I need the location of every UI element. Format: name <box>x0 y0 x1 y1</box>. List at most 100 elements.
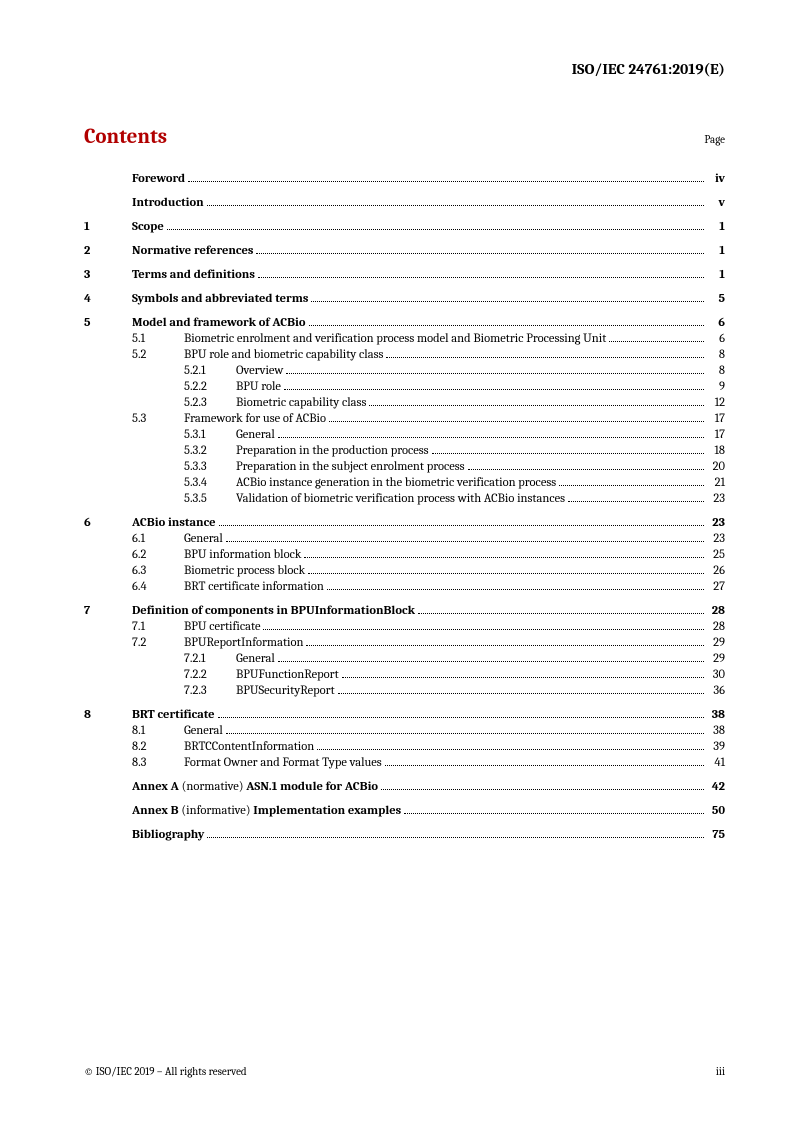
toc-entry-title: Validation of biometric verification pro… <box>236 491 565 507</box>
toc-subsubsection-number: 5.3.4 <box>184 475 236 491</box>
toc-subsection-number: 6.1 <box>132 531 184 547</box>
toc-subsubsection-number: 7.2.1 <box>184 651 236 667</box>
toc-subsection-number: 8.2 <box>132 739 184 755</box>
toc-page-number: v <box>707 195 725 211</box>
toc-leader-dots <box>278 428 704 438</box>
toc-leader-dots <box>207 828 704 838</box>
toc-entry: 8.1General38 <box>84 723 725 739</box>
toc-subsubsection-number: 5.3.2 <box>184 443 236 459</box>
toc-leader-dots <box>385 756 704 766</box>
toc-entry: 5.3.2Preparation in the production proce… <box>84 443 725 459</box>
toc-entry-title: BRT certificate information <box>184 579 324 595</box>
toc-leader-dots <box>329 412 704 422</box>
toc-entry: 8.3Format Owner and Format Type values41 <box>84 755 725 771</box>
contents-header: Contents Page <box>84 125 725 149</box>
toc-entry: 5.3.3Preparation in the subject enrolmen… <box>84 459 725 475</box>
toc-section-number: 5 <box>84 315 132 331</box>
page-container: ISO/IEC 24761:2019(E) Contents Page Fore… <box>0 0 793 1122</box>
toc-entry: 7.2BPUReportInformation29 <box>84 635 725 651</box>
toc-entry-title: General <box>236 427 275 443</box>
toc-subsubsection-number: 5.3.3 <box>184 459 236 475</box>
toc-subsection-number: 6.2 <box>132 547 184 563</box>
toc-entry: Forewordiv <box>84 171 725 187</box>
toc-page-number: 30 <box>707 667 725 683</box>
toc-leader-dots <box>263 620 704 630</box>
toc-entry: 5.2.2BPU role9 <box>84 379 725 395</box>
toc-leader-dots <box>306 636 704 646</box>
toc-leader-dots <box>226 532 704 542</box>
toc-entry: 5.3Framework for use of ACBio 17 <box>84 411 725 427</box>
toc-page-number: 38 <box>707 707 725 723</box>
toc-leader-dots <box>284 380 704 390</box>
toc-page-number: 8 <box>707 363 725 379</box>
toc-page-number: 17 <box>707 411 725 427</box>
toc-entry-title: BPUFunctionReport <box>236 667 339 683</box>
toc-subsubsection-number: 7.2.2 <box>184 667 236 683</box>
toc-leader-dots <box>327 580 704 590</box>
toc-page-number: 28 <box>707 603 725 619</box>
page-footer: © ISO/IEC 2019 – All rights reserved iii <box>84 1065 725 1078</box>
toc-section-number: 6 <box>84 515 132 531</box>
toc-subsection-number: 5.3 <box>132 411 184 427</box>
toc-page-number: 25 <box>707 547 725 563</box>
toc-entry: 6.2BPU information block25 <box>84 547 725 563</box>
toc-entry-title: General <box>236 651 275 667</box>
toc-page-number: 20 <box>707 459 725 475</box>
toc-subsection-number: 6.4 <box>132 579 184 595</box>
toc-page-number: 42 <box>707 779 725 795</box>
toc-subsubsection-number: 5.2.1 <box>184 363 236 379</box>
toc-section-number: 2 <box>84 243 132 259</box>
toc-entry-title: General <box>184 531 223 547</box>
toc-entry: 5Model and framework of ACBio6 <box>84 315 725 331</box>
toc-entry-title: BPU role <box>236 379 281 395</box>
toc-page-number: 75 <box>707 827 725 843</box>
toc-leader-dots <box>304 548 704 558</box>
toc-leader-dots <box>404 804 704 814</box>
toc-entry: 6.3Biometric process block26 <box>84 563 725 579</box>
toc-entry: 8BRT certificate38 <box>84 707 725 723</box>
toc-page-number: 6 <box>707 331 725 347</box>
toc-section-number: 4 <box>84 291 132 307</box>
toc-page-number: 26 <box>707 563 725 579</box>
toc-entry-title: Framework for use of ACBio <box>184 411 326 427</box>
toc-page-number: 27 <box>707 579 725 595</box>
toc-entry-title: Foreword <box>132 171 185 187</box>
toc-leader-dots <box>219 516 704 526</box>
toc-leader-dots <box>188 172 704 182</box>
toc-page-number: 1 <box>707 267 725 283</box>
toc-subsection-number: 6.3 <box>132 563 184 579</box>
toc-page-number: 38 <box>707 723 725 739</box>
toc-entry-title: Biometric enrolment and verification pro… <box>184 331 606 347</box>
toc-section-number: 7 <box>84 603 132 619</box>
toc-entry-title: Format Owner and Format Type values <box>184 755 382 771</box>
toc-leader-dots <box>207 196 704 206</box>
page-column-label: Page <box>704 133 725 146</box>
toc-page-number: 1 <box>707 219 725 235</box>
toc-page-number: 9 <box>707 379 725 395</box>
toc-entry: 8.2BRTCContentInformation39 <box>84 739 725 755</box>
toc-entry: Annex B (informative) Implementation exa… <box>84 803 725 819</box>
toc-leader-dots <box>559 476 704 486</box>
document-id: ISO/IEC 24761:2019(E) <box>572 60 725 78</box>
toc-entry: 5.3.4ACBio instance generation in the bi… <box>84 475 725 491</box>
toc-page-number: 39 <box>707 739 725 755</box>
toc-entry: 7.2.3BPUSecurityReport36 <box>84 683 725 699</box>
toc-page-number: 23 <box>707 515 725 531</box>
toc-entry-title: Annex B (informative) Implementation exa… <box>132 803 401 819</box>
toc-entry-title: Model and framework of ACBio <box>132 315 306 331</box>
toc-leader-dots <box>218 708 704 718</box>
toc-page-number: 8 <box>707 347 725 363</box>
toc-section-number: 8 <box>84 707 132 723</box>
footer-copyright: © ISO/IEC 2019 – All rights reserved <box>84 1065 247 1078</box>
toc-entry-title: ACBio instance <box>132 515 216 531</box>
toc-entry-title: Overview <box>236 363 283 379</box>
toc-entry: 6.4BRT certificate information 27 <box>84 579 725 595</box>
toc-entry: 5.2BPU role and biometric capability cla… <box>84 347 725 363</box>
toc-page-number: 23 <box>707 531 725 547</box>
toc-leader-dots <box>278 652 704 662</box>
toc-entry-title: Definition of components in BPUInformati… <box>132 603 415 619</box>
toc-subsection-number: 7.1 <box>132 619 184 635</box>
toc-subsubsection-number: 5.3.1 <box>184 427 236 443</box>
toc-leader-dots <box>338 684 704 694</box>
toc-entry-title: BPUSecurityReport <box>236 683 335 699</box>
